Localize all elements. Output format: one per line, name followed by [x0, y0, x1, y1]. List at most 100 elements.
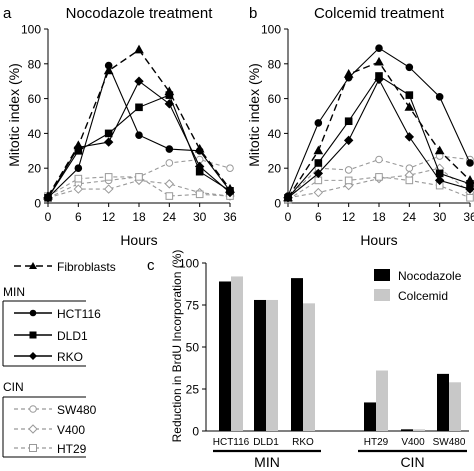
series-dld1-point [405, 91, 414, 99]
legend-v400: V400 [14, 423, 85, 437]
x-tick-label: 36 [223, 210, 237, 224]
panel-a-ylabel: Mitotic index (%) [6, 63, 22, 166]
series-fibroblasts-point [313, 145, 324, 155]
x-tick-label: 18 [372, 210, 386, 224]
category-label: HCT116 [213, 437, 250, 448]
series-fibroblasts-point [404, 102, 415, 111]
panel-c-letter: c [147, 257, 155, 274]
legend-sw480-label: SW480 [57, 403, 97, 417]
panel-a-title: Nocodazole treatment [66, 5, 214, 22]
series-ht29-point [165, 192, 174, 200]
category-label: V400 [401, 437, 425, 448]
x-tick-label: 24 [163, 210, 177, 224]
series-ht29-point [104, 173, 113, 181]
series-rko-point [283, 193, 293, 203]
square-marker-icon [29, 331, 37, 339]
series-rko-point [73, 142, 84, 153]
legend-ht29-label: HT29 [57, 442, 87, 456]
series-dld1-point [135, 103, 143, 112]
legend-dld1-label: DLD1 [57, 329, 88, 343]
group-label-cin: CIN [400, 454, 424, 470]
series-rko-point [434, 175, 445, 186]
series-ht29-point [74, 174, 83, 183]
legend-cin-title: CIN [3, 380, 24, 394]
legend-fibroblasts: Fibroblasts [14, 260, 116, 274]
panel-b-letter: b [249, 5, 257, 22]
series-ht29-point [466, 193, 474, 202]
legend-v400-label: V400 [57, 423, 85, 437]
legend-fibroblasts-label: Fibroblasts [57, 260, 116, 274]
y-tick-label: 40 [268, 127, 282, 141]
x-tick-label: 6 [75, 210, 82, 224]
y-tick-label: 60 [268, 92, 282, 106]
series-dld1-point [165, 91, 174, 99]
bar-nocodazole-dld1 [254, 299, 266, 431]
series-dld1-point [314, 159, 323, 167]
category-label: SW480 [433, 437, 466, 448]
y-tick-label: 75 [186, 299, 200, 313]
legend-hct116-label: HCT116 [57, 307, 101, 321]
bar-colcemid-dld1 [266, 299, 278, 431]
series-rko-point [465, 184, 474, 194]
series-hct116-point [375, 44, 383, 52]
series-v400-point [103, 184, 114, 194]
panel-a-xlabel: Hours [120, 232, 157, 248]
x-tick-label: 30 [193, 210, 207, 224]
diamond-marker-icon [29, 352, 37, 360]
series-rko-point [343, 135, 354, 146]
x-tick-label: 12 [342, 210, 356, 224]
x-tick-label: 24 [403, 210, 417, 224]
y-tick-label: 0 [274, 197, 281, 211]
series-rko-point [404, 132, 415, 142]
series-hct116-point [435, 93, 444, 101]
series-sw480-point [165, 159, 174, 167]
bar-nocodazole-v400 [401, 429, 413, 431]
series-hct116-point [344, 73, 353, 82]
series-hct116-point [74, 164, 83, 172]
series-rko-point [194, 161, 205, 172]
category-label: HT29 [364, 437, 389, 448]
bar-nocodazole-rko [291, 278, 303, 431]
series-fibroblasts-point [434, 145, 445, 155]
line-legend: Fibroblasts MIN HCT116 DLD1 RKO CIN SW48 [2, 260, 116, 458]
series-fibroblasts-point [374, 56, 384, 66]
series-hct116-point [135, 131, 143, 139]
series-v400-point [164, 179, 175, 189]
panel-c-bar-chart: c Reduction in BrdU Incorporation (%) 0 2… [147, 250, 469, 470]
series-rko-point [225, 187, 235, 198]
open-square-marker-icon [29, 444, 37, 452]
panel-b-ylabel: Mitotic index (%) [246, 63, 262, 166]
panel-a-line-chart: a Nocodazole treatment Mitotic index (%)… [3, 5, 237, 248]
legend-sw480: SW480 [14, 403, 97, 417]
series-rko-point [313, 168, 324, 179]
panel-b-line-chart: b Colcemid treatment Mitotic index (%) H… [246, 5, 474, 248]
bar-colcemid-hct116 [231, 276, 243, 431]
x-tick-label: 6 [315, 210, 322, 224]
legend-swatch-nocodazole [374, 269, 390, 281]
series-ht29-point [135, 173, 143, 181]
y-tick-label: 100 [179, 257, 199, 271]
legend-hct116: HCT116 [14, 307, 101, 321]
y-tick-label: 20 [28, 162, 42, 176]
legend-dld1: DLD1 [14, 329, 88, 343]
y-tick-label: 60 [28, 92, 42, 106]
series-hct116-point [314, 119, 323, 127]
bar-colcemid-v400 [413, 429, 425, 431]
bar-colcemid-ht29 [376, 370, 388, 431]
x-tick-label: 0 [45, 210, 52, 224]
series-dld1-point [104, 129, 113, 138]
panel-c-ylabel: Reduction in BrdU Incorporation (%) [170, 250, 184, 443]
legend-label-colcemid: Colcemid [398, 289, 448, 303]
open-circle-marker-icon [29, 405, 37, 413]
legend-rko-label: RKO [57, 350, 83, 364]
circle-marker-icon [29, 309, 37, 317]
bar-nocodazole-ht29 [364, 402, 376, 431]
triangle-marker-icon [29, 262, 37, 269]
y-tick-label: 100 [261, 23, 281, 37]
series-dld1-point [344, 117, 353, 126]
y-tick-label: 40 [28, 127, 42, 141]
bar-colcemid-rko [303, 303, 315, 431]
panel-a-letter: a [3, 5, 12, 22]
bar-nocodazole-hct116 [219, 281, 231, 431]
legend-rko: RKO [14, 350, 83, 364]
